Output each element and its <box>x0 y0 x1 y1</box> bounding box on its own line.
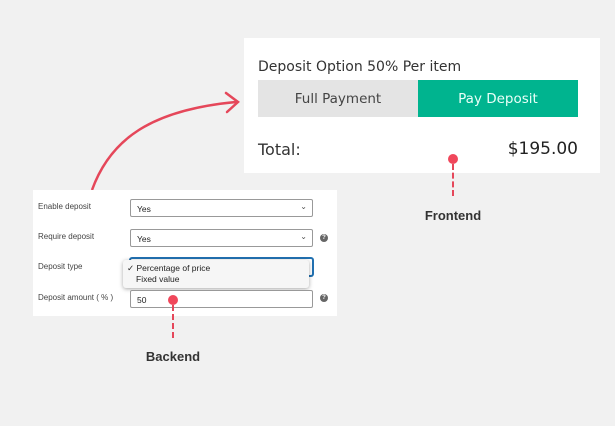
backend-marker-line <box>172 305 174 338</box>
pay-deposit-button[interactable]: Pay Deposit <box>418 80 578 117</box>
chevron-down-icon: ⌄ <box>300 232 307 241</box>
frontend-marker-line <box>452 164 454 196</box>
deposit-option-title: Deposit Option 50% Per item <box>258 59 462 75</box>
require-deposit-label: Require deposit <box>38 232 95 241</box>
require-deposit-select[interactable]: Yes ⌄ <box>130 229 313 247</box>
deposit-amount-label: Deposit amount ( % ) <box>38 293 114 302</box>
frontend-caption: Frontend <box>424 208 482 223</box>
enable-deposit-label: Enable deposit <box>38 202 91 211</box>
deposit-amount-input[interactable]: 50 <box>130 290 313 308</box>
deposit-type-label: Deposit type <box>38 262 83 271</box>
chevron-down-icon: ⌄ <box>300 202 307 211</box>
frontend-card: Deposit Option 50% Per item Full Payment… <box>244 38 600 173</box>
deposit-type-dropdown: ✓ Percentage of price Fixed value <box>123 260 309 288</box>
check-icon: ✓ <box>127 263 135 273</box>
backend-marker-dot <box>168 295 178 305</box>
help-icon[interactable]: ? <box>320 234 328 242</box>
enable-deposit-value: Yes <box>137 204 151 214</box>
option-label: Percentage of price <box>136 263 211 273</box>
option-label: Fixed value <box>136 274 180 284</box>
total-label: Total: <box>258 140 301 159</box>
dropdown-option-percentage[interactable]: ✓ Percentage of price <box>127 263 305 274</box>
backend-settings-card: Enable deposit Yes ⌄ Require deposit Yes ⌄… <box>33 190 337 316</box>
backend-caption: Backend <box>145 349 201 364</box>
help-icon[interactable]: ? <box>320 294 328 302</box>
enable-deposit-select[interactable]: Yes ⌄ <box>130 199 313 217</box>
total-value: $195.00 <box>507 139 578 159</box>
frontend-marker-dot <box>448 154 458 164</box>
dropdown-option-fixed[interactable]: Fixed value <box>127 274 305 285</box>
require-deposit-value: Yes <box>137 234 151 244</box>
full-payment-button[interactable]: Full Payment <box>258 80 418 117</box>
